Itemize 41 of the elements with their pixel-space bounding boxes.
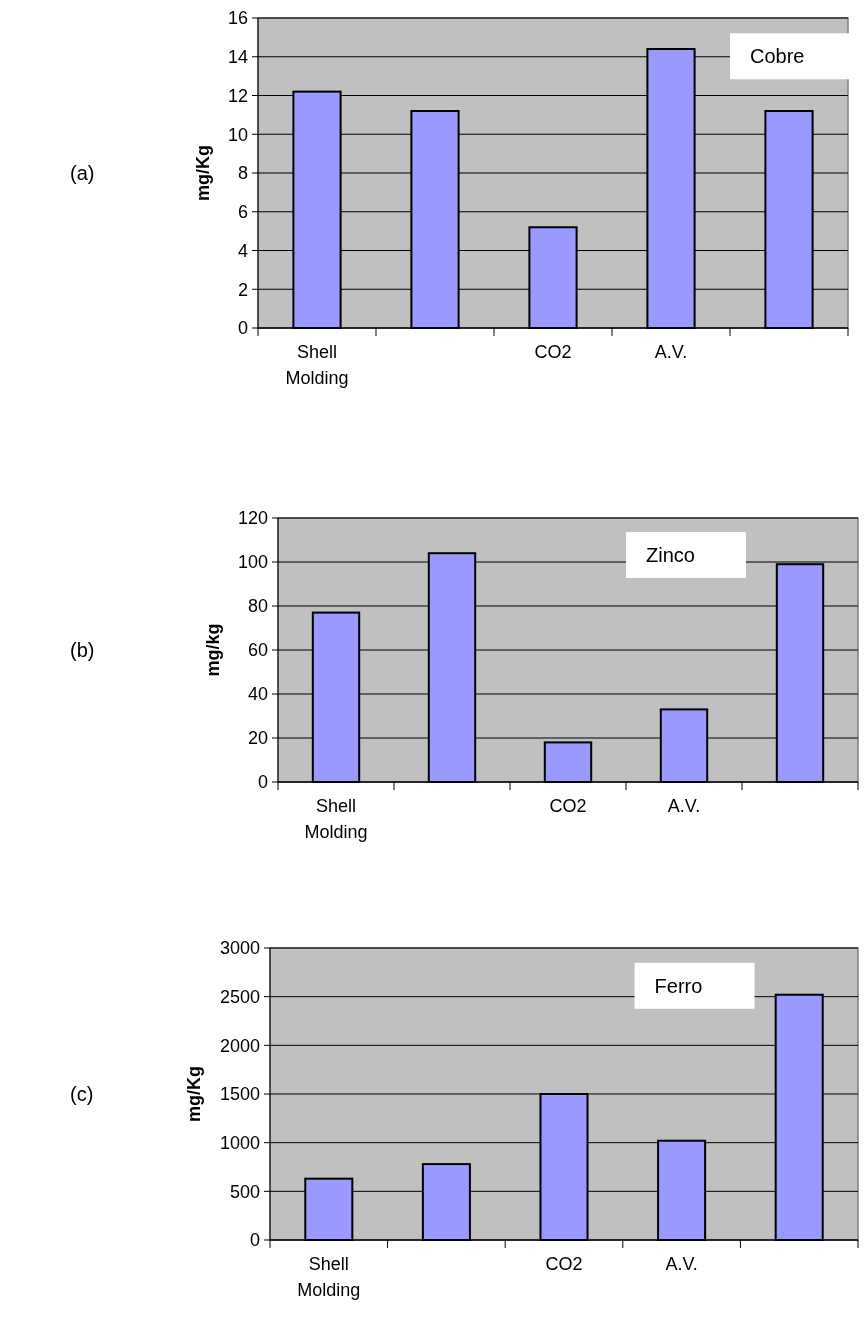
y-tick-label: 14 bbox=[227, 47, 248, 68]
y-tick-label: 100 bbox=[237, 552, 268, 573]
title-box: Ferro bbox=[634, 962, 755, 1009]
y-tick-label: 2 bbox=[237, 279, 248, 300]
y-axis-title: mg/Kg bbox=[193, 145, 213, 201]
y-tick-label: 2000 bbox=[219, 1035, 260, 1056]
y-tick-label: 0 bbox=[249, 1230, 260, 1251]
title-box: Cobre bbox=[730, 33, 850, 80]
y-tick-label: 6 bbox=[237, 202, 248, 223]
y-tick-label: 500 bbox=[229, 1181, 260, 1202]
x-tick-label: Shell Molding bbox=[285, 342, 349, 388]
y-tick-label: 0 bbox=[257, 772, 268, 793]
y-tick-label: 4 bbox=[237, 240, 248, 261]
x-tick-label: A.V. bbox=[667, 796, 701, 816]
y-tick-label: 0 bbox=[237, 318, 248, 339]
y-tick-label: 1500 bbox=[219, 1084, 260, 1105]
y-tick-label: 120 bbox=[237, 508, 268, 529]
text: (b) bbox=[70, 639, 95, 661]
y-axis-title: mg/kg bbox=[202, 623, 223, 677]
x-tick-label: CO2 bbox=[549, 796, 587, 816]
x-tick-label: A.V. bbox=[665, 1254, 698, 1274]
x-tick-label: Shell Molding bbox=[304, 796, 368, 842]
x-tick-label: Shell Molding bbox=[297, 1254, 361, 1300]
y-tick-label: 80 bbox=[247, 596, 268, 617]
text: (c) bbox=[70, 1083, 94, 1105]
y-tick-label: 40 bbox=[247, 684, 268, 705]
x-tick-label: CO2 bbox=[534, 342, 572, 362]
y-tick-label: 1000 bbox=[219, 1132, 260, 1153]
y-tick-label: 8 bbox=[237, 163, 248, 184]
x-tick-label: A.V. bbox=[654, 342, 688, 362]
y-tick-label: 20 bbox=[247, 728, 268, 749]
y-axis-title: mg/Kg bbox=[184, 1066, 204, 1122]
y-tick-label: 10 bbox=[227, 124, 248, 145]
title-box: Zinco bbox=[626, 531, 746, 578]
y-tick-label: 2500 bbox=[219, 986, 260, 1007]
y-tick-label: 16 bbox=[227, 8, 248, 29]
text: (a) bbox=[70, 162, 95, 184]
y-tick-label: 60 bbox=[247, 640, 268, 661]
y-tick-label: 3000 bbox=[219, 938, 260, 959]
x-tick-label: CO2 bbox=[545, 1254, 583, 1274]
y-tick-label: 12 bbox=[227, 85, 248, 106]
